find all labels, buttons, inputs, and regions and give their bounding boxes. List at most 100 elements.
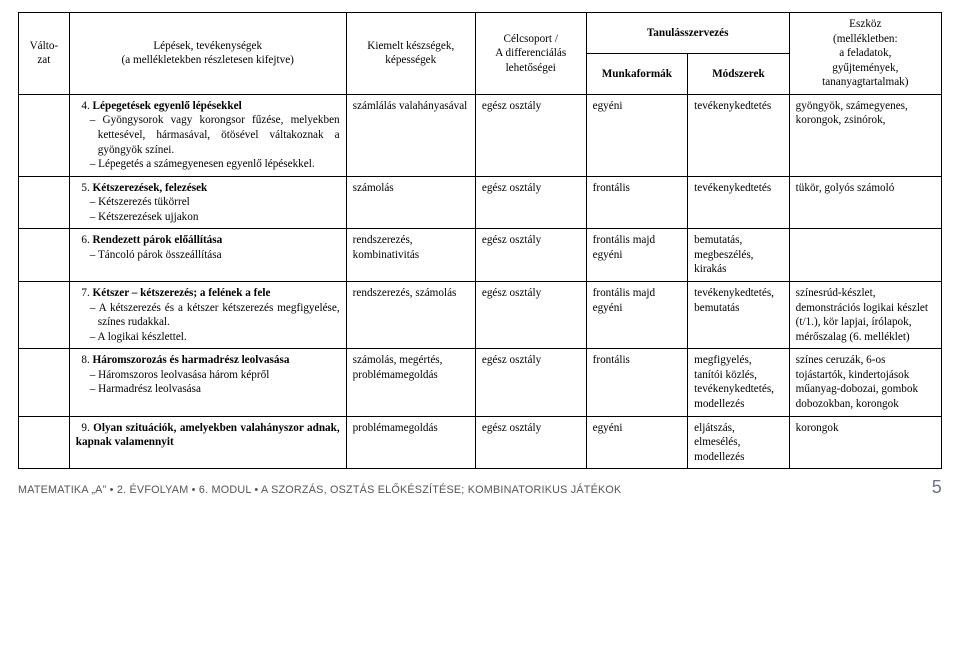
- step-title: Háromszorozás és harmadrész leolvasása: [90, 354, 290, 366]
- step-sub: A kétszerezés és a kétszer kétszerezés m…: [76, 301, 340, 330]
- cell-celcsoport: egész osztály: [475, 94, 586, 176]
- cell-modszerek: megfigyelés, tanítói közlés, tevékenyked…: [688, 349, 790, 416]
- table-row: 4. Lépegetések egyenlő lépésekkelGyöngys…: [19, 94, 942, 176]
- step-sub: Harmadrész leolvasása: [76, 382, 340, 397]
- cell-modszerek: tevékenykedtetés: [688, 176, 790, 229]
- cell-munkaformak: egyéni: [586, 94, 688, 176]
- cell-valtozat: [19, 94, 70, 176]
- footer-title: A SZORZÁS, OSZTÁS ELŐKÉSZÍTÉSE; KOMBINAT…: [261, 484, 621, 496]
- page-footer: MATEMATIKA „A” • 2. ÉVFOLYAM • 6. MODUL …: [18, 477, 942, 498]
- cell-keszsegek: rendszerezés, számolás: [346, 282, 475, 349]
- step-number: 4.: [76, 99, 90, 114]
- cell-valtozat: [19, 176, 70, 229]
- step-title: Olyan szituációk, amelyekben valahányszo…: [76, 422, 340, 449]
- th-text: Eszköz: [849, 18, 881, 30]
- cell-keszsegek: problémamegoldás: [346, 416, 475, 469]
- th-text: képességek: [385, 54, 436, 66]
- th-valtozat: Válto- zat: [19, 13, 70, 95]
- cell-eszkoz: tükör, golyós számoló: [789, 176, 941, 229]
- step-sub: Lépegetés a számegyenesen egyenlő lépése…: [76, 157, 340, 172]
- step-sub: A logikai készlettel.: [76, 330, 340, 345]
- th-keszsegek: Kiemelt készségek, képességek: [346, 13, 475, 95]
- th-text: A differenciálás: [495, 47, 566, 59]
- cell-lepesek: 6. Rendezett párok előállítása Táncoló pá…: [69, 229, 346, 282]
- th-text: Kiemelt készségek,: [367, 40, 454, 52]
- footer-grade: 2. ÉVFOLYAM: [117, 484, 189, 496]
- cell-celcsoport: egész osztály: [475, 416, 586, 469]
- step-sub: Kétszerezés tükörrel: [76, 195, 340, 210]
- cell-keszsegek: számolás: [346, 176, 475, 229]
- th-text: gyűjtemények,: [832, 62, 898, 74]
- cell-munkaformak: frontális majd egyéni: [586, 229, 688, 282]
- step-title: Kétszer – kétszerezés; a felének a fele: [90, 287, 271, 299]
- footer-module: 6. MODUL: [199, 484, 251, 496]
- step-number: 6.: [76, 233, 90, 248]
- cell-munkaformak: egyéni: [586, 416, 688, 469]
- table-row: 8. Háromszorozás és harmadrész leolvasás…: [19, 349, 942, 416]
- cell-munkaformak: frontális: [586, 349, 688, 416]
- cell-eszkoz: korongok: [789, 416, 941, 469]
- step-number: 8.: [76, 353, 90, 368]
- table-row: 5. Kétszerezések, felezésekKétszerezés t…: [19, 176, 942, 229]
- cell-modszerek: eljátszás, elmesélés, modellezés: [688, 416, 790, 469]
- step-number: 7.: [76, 286, 90, 301]
- cell-valtozat: [19, 349, 70, 416]
- cell-valtozat: [19, 282, 70, 349]
- step-sub: Gyöngysorok vagy korongsor fűzése, melye…: [76, 113, 340, 157]
- cell-munkaformak: frontális majd egyéni: [586, 282, 688, 349]
- table-row: 9. Olyan szituációk, amelyekben valahány…: [19, 416, 942, 469]
- cell-modszerek: bemutatás, megbeszélés, kirakás: [688, 229, 790, 282]
- th-text: (a mellékletekben részletesen kifejtve): [122, 54, 294, 66]
- cell-lepesek: 4. Lépegetések egyenlő lépésekkelGyöngys…: [69, 94, 346, 176]
- cell-modszerek: tevékenykedtetés: [688, 94, 790, 176]
- cell-celcsoport: egész osztály: [475, 282, 586, 349]
- cell-lepesek: 8. Háromszorozás és harmadrész leolvasás…: [69, 349, 346, 416]
- lesson-plan-table: Válto- zat Lépések, tevékenységek (a mel…: [18, 12, 942, 469]
- th-text: a feladatok,: [839, 47, 891, 59]
- step-number: 9.: [76, 421, 90, 436]
- cell-munkaformak: frontális: [586, 176, 688, 229]
- table-row: 6. Rendezett párok előállítása Táncoló pá…: [19, 229, 942, 282]
- th-eszkoz: Eszköz (mellékletben: a feladatok, gyűjt…: [789, 13, 941, 95]
- th-tanulasszervezes: Tanulásszervezés: [586, 13, 789, 54]
- step-number: 5.: [76, 181, 90, 196]
- th-text: Lépések, tevékenységek: [153, 40, 262, 52]
- cell-lepesek: 5. Kétszerezések, felezésekKétszerezés t…: [69, 176, 346, 229]
- cell-eszkoz: [789, 229, 941, 282]
- cell-celcsoport: egész osztály: [475, 176, 586, 229]
- cell-modszerek: tevékenykedtetés, bemutatás: [688, 282, 790, 349]
- page-number: 5: [932, 477, 942, 498]
- th-munkaformak: Munkaformák: [586, 53, 688, 94]
- cell-valtozat: [19, 229, 70, 282]
- cell-keszsegek: rendszerezés, kombinativitás: [346, 229, 475, 282]
- th-text: zat: [37, 54, 50, 66]
- cell-keszsegek: számolás, megértés, problémamegoldás: [346, 349, 475, 416]
- cell-eszkoz: színes ceruzák, 6-os tojástartók, kinder…: [789, 349, 941, 416]
- table-header: Válto- zat Lépések, tevékenységek (a mel…: [19, 13, 942, 95]
- th-lepesek: Lépések, tevékenységek (a mellékletekben…: [69, 13, 346, 95]
- th-celcsoport: Célcsoport / A differenciálás lehetősége…: [475, 13, 586, 95]
- step-sub: Táncoló párok összeállítása: [76, 248, 340, 263]
- cell-lepesek: 7. Kétszer – kétszerezés; a felének a fe…: [69, 282, 346, 349]
- step-sub: Kétszerezések ujjakon: [76, 210, 340, 225]
- footer-left: MATEMATIKA „A” • 2. ÉVFOLYAM • 6. MODUL …: [18, 484, 621, 496]
- th-text: Célcsoport /: [504, 33, 558, 45]
- cell-celcsoport: egész osztály: [475, 349, 586, 416]
- table-row: 7. Kétszer – kétszerezés; a felének a fe…: [19, 282, 942, 349]
- cell-keszsegek: számlálás valahányasával: [346, 94, 475, 176]
- step-title: Rendezett párok előállítása: [90, 234, 222, 246]
- step-title: Lépegetések egyenlő lépésekkel: [90, 100, 242, 112]
- th-text: Válto-: [30, 40, 59, 52]
- th-modszerek: Módszerek: [688, 53, 790, 94]
- th-text: (mellékletben:: [833, 33, 898, 45]
- th-text: lehetőségei: [506, 62, 556, 74]
- step-title: Kétszerezések, felezések: [90, 182, 208, 194]
- cell-eszkoz: színesrúd-készlet, demonstrációs logikai…: [789, 282, 941, 349]
- cell-valtozat: [19, 416, 70, 469]
- step-sub: Háromszoros leolvasása három képről: [76, 368, 340, 383]
- cell-eszkoz: gyöngyök, számegyenes, korongok, zsinóro…: [789, 94, 941, 176]
- cell-celcsoport: egész osztály: [475, 229, 586, 282]
- table-body: 4. Lépegetések egyenlő lépésekkelGyöngys…: [19, 94, 942, 468]
- th-text: tananyagtartalmak): [822, 76, 908, 88]
- footer-brand: MATEMATIKA „A”: [18, 484, 106, 496]
